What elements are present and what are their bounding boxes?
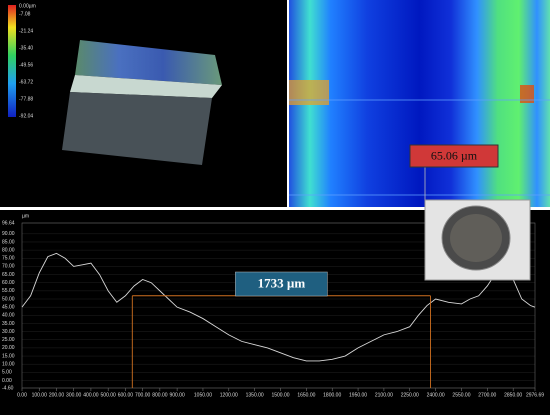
surface-side	[62, 92, 212, 165]
y-tick-label: 55.00	[2, 288, 15, 294]
annotation-box	[235, 271, 328, 297]
color-bar-label: -49.56	[19, 62, 33, 68]
x-tick-label: 100.00	[32, 392, 48, 398]
x-tick-label: 700.00	[135, 392, 151, 398]
color-bar-label: -63.72	[19, 79, 33, 85]
y-tick-label: 20.00	[2, 345, 15, 351]
x-tick-label: 2850.00	[504, 392, 522, 398]
x-tick-label: 300.00	[66, 392, 82, 398]
surface-ridge	[70, 75, 222, 98]
micrograph-texture	[450, 214, 502, 262]
x-tick-label: 1950.00	[349, 392, 367, 398]
x-tick-label: 0.00	[17, 392, 27, 398]
y-tick-label: 25.00	[2, 337, 15, 343]
color-bar-label: -77.88	[19, 96, 33, 102]
y-unit: µm	[22, 213, 29, 219]
x-tick-label: 1800.00	[323, 392, 341, 398]
x-tick-label: 800.00	[152, 392, 168, 398]
y-tick-label: 50.00	[2, 296, 15, 302]
color-bar	[8, 5, 16, 117]
heatmap-panel	[289, 0, 550, 207]
x-tick-label: 200.00	[49, 392, 65, 398]
color-bar-label: -7.08	[19, 11, 31, 17]
heatmap-hotspot	[289, 80, 329, 105]
x-tick-label: 2100.00	[375, 392, 393, 398]
x-tick-label: 500.00	[101, 392, 117, 398]
x-tick-label: 1650.00	[297, 392, 315, 398]
color-bar-label: -21.24	[19, 28, 33, 34]
x-tick-label: 900.00	[169, 392, 185, 398]
x-tick-label: 400.00	[83, 392, 99, 398]
surface-top	[75, 40, 222, 85]
y-tick-label: 85.00	[2, 239, 15, 245]
y-tick-label: 0.00	[2, 378, 12, 384]
y-tick-label: 70.00	[2, 264, 15, 270]
x-tick-label: 2550.00	[452, 392, 470, 398]
x-tick-label: 1350.00	[246, 392, 264, 398]
plot-frame	[21, 222, 536, 389]
y-tick-label: 96.64	[2, 220, 15, 226]
measurement-label: 65.06 µm	[431, 148, 478, 162]
y-tick-label: 5.00	[2, 370, 12, 376]
y-tick-label: 45.00	[2, 304, 15, 310]
color-bar-label: -92.04	[19, 113, 33, 119]
profile-line	[21, 252, 536, 362]
x-tick-label: 2400.00	[427, 392, 445, 398]
y-tick-label: 35.00	[2, 321, 15, 327]
x-tick-label: 2976.69	[526, 392, 544, 398]
x-tick-label: 2700.00	[478, 392, 496, 398]
measurement-box	[409, 144, 499, 168]
y-tick-label: 90.00	[2, 231, 15, 237]
heatmap-hotspot	[520, 85, 534, 103]
x-tick-label: 1500.00	[271, 392, 289, 398]
y-tick-label: 65.00	[2, 272, 15, 278]
annotation-label: 1733 µm	[258, 275, 306, 290]
x-tick-label: 1200.00	[220, 392, 238, 398]
y-tick-label: -4.60	[2, 385, 14, 391]
y-tick-label: 40.00	[2, 313, 15, 319]
y-tick-label: 60.00	[2, 280, 15, 286]
y-tick-label: 10.00	[2, 362, 15, 368]
color-bar-top-label: 0.00µm	[19, 3, 36, 9]
y-tick-label: 15.00	[2, 353, 15, 359]
y-tick-label: 80.00	[2, 247, 15, 253]
color-bar-label: -35.40	[19, 45, 33, 51]
x-tick-label: 2250.00	[401, 392, 419, 398]
x-tick-label: 600.00	[118, 392, 134, 398]
y-tick-label: 75.00	[2, 256, 15, 262]
y-tick-label: 30.00	[2, 329, 15, 335]
x-tick-label: 1050.00	[194, 392, 212, 398]
